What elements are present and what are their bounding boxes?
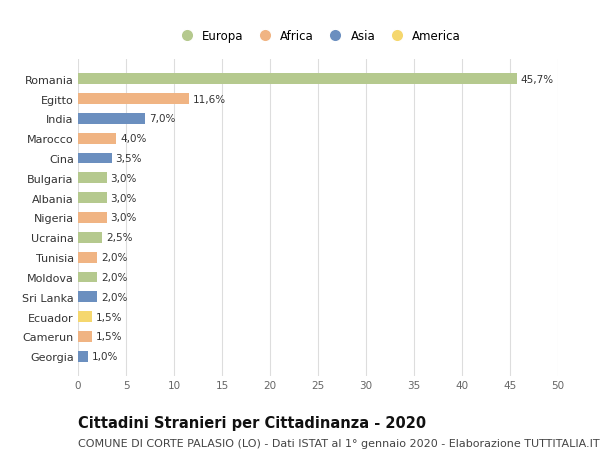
Bar xyxy=(78,94,190,105)
Bar xyxy=(78,292,97,302)
Bar xyxy=(78,193,107,204)
Bar xyxy=(78,331,92,342)
Bar xyxy=(78,351,88,362)
Bar xyxy=(78,114,145,124)
Bar xyxy=(78,173,107,184)
Text: 11,6%: 11,6% xyxy=(193,94,226,104)
Bar xyxy=(78,74,517,85)
Text: 1,5%: 1,5% xyxy=(96,312,123,322)
Text: 2,0%: 2,0% xyxy=(101,272,127,282)
Bar xyxy=(78,134,116,144)
Bar xyxy=(78,252,97,263)
Legend: Europa, Africa, Asia, America: Europa, Africa, Asia, America xyxy=(173,28,463,45)
Text: 3,5%: 3,5% xyxy=(115,154,142,164)
Bar xyxy=(78,153,112,164)
Text: 3,0%: 3,0% xyxy=(110,193,137,203)
Bar xyxy=(78,272,97,283)
Text: 1,0%: 1,0% xyxy=(91,352,118,362)
Text: 2,0%: 2,0% xyxy=(101,252,127,263)
Bar xyxy=(78,232,102,243)
Text: 7,0%: 7,0% xyxy=(149,114,175,124)
Text: Cittadini Stranieri per Cittadinanza - 2020: Cittadini Stranieri per Cittadinanza - 2… xyxy=(78,415,426,431)
Text: 3,0%: 3,0% xyxy=(110,213,137,223)
Bar xyxy=(78,312,92,322)
Text: 45,7%: 45,7% xyxy=(521,74,554,84)
Text: 2,5%: 2,5% xyxy=(106,233,133,243)
Text: 4,0%: 4,0% xyxy=(120,134,146,144)
Bar xyxy=(78,213,107,224)
Text: COMUNE DI CORTE PALASIO (LO) - Dati ISTAT al 1° gennaio 2020 - Elaborazione TUTT: COMUNE DI CORTE PALASIO (LO) - Dati ISTA… xyxy=(78,438,599,448)
Text: 1,5%: 1,5% xyxy=(96,332,123,342)
Text: 2,0%: 2,0% xyxy=(101,292,127,302)
Text: 3,0%: 3,0% xyxy=(110,174,137,184)
